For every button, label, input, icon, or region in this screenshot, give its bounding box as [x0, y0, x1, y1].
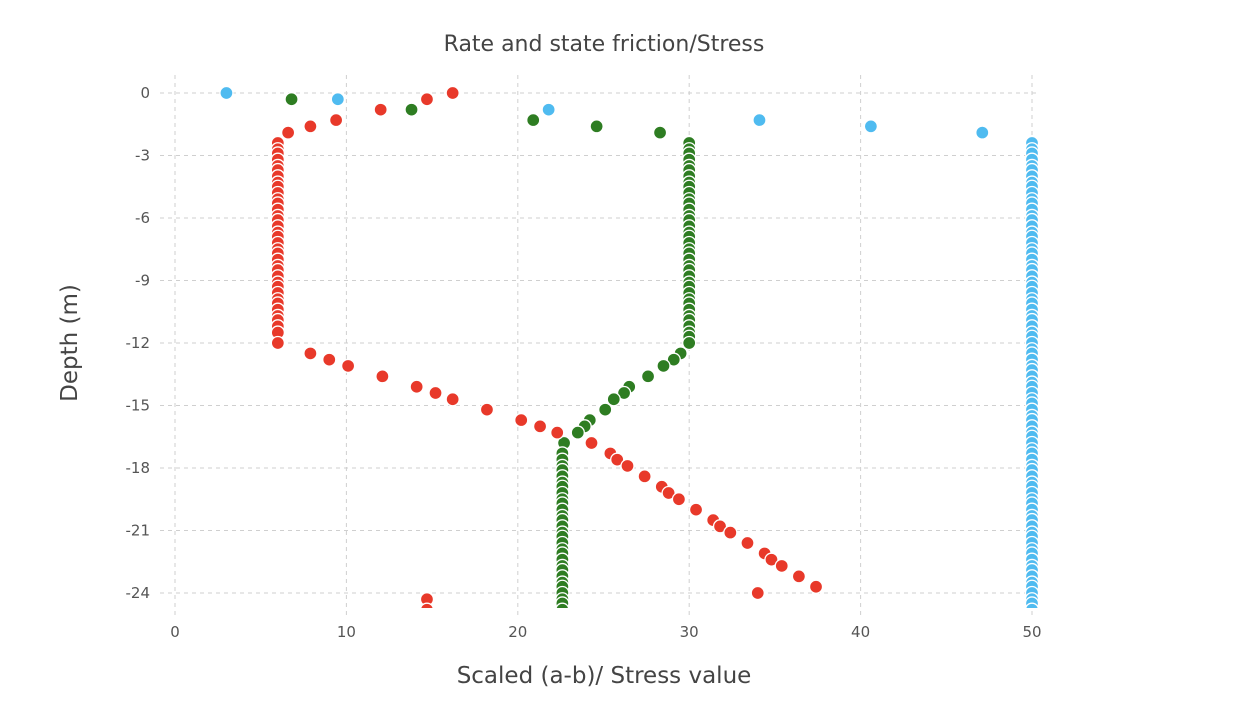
data-point-red[interactable] — [661, 485, 676, 501]
data-point-red[interactable] — [428, 385, 443, 401]
data-point-red[interactable] — [445, 85, 460, 101]
data-point-blue[interactable] — [975, 125, 990, 140]
y-tick-label: 0 — [140, 84, 150, 102]
data-point-blue[interactable] — [219, 85, 234, 101]
data-point-red[interactable] — [764, 552, 779, 567]
y-tick-label: -3 — [135, 147, 150, 165]
data-point-red[interactable] — [373, 102, 388, 117]
series-green — [284, 92, 697, 616]
data-point-red[interactable] — [712, 519, 728, 534]
data-point-red[interactable] — [637, 469, 652, 484]
y-tick-label: -18 — [126, 459, 151, 477]
y-axis-ticks: 0 -3 -6 -9 -12 -15 -18 -21 -24 — [126, 84, 151, 602]
data-point-green[interactable] — [616, 385, 632, 401]
y-tick-label: -24 — [126, 584, 151, 602]
data-point-red[interactable] — [791, 569, 807, 584]
data-point-green[interactable] — [656, 358, 671, 374]
data-point-green[interactable] — [284, 92, 299, 107]
data-point-red[interactable] — [445, 392, 460, 407]
data-point-red[interactable] — [610, 452, 625, 467]
data-point-red[interactable] — [620, 458, 635, 474]
data-point-green[interactable] — [652, 125, 668, 140]
data-point-red[interactable] — [419, 92, 435, 107]
data-point-red[interactable] — [550, 425, 565, 440]
x-tick-label: 30 — [680, 623, 699, 641]
x-tick-label: 0 — [170, 623, 180, 641]
data-point-red[interactable] — [303, 119, 318, 134]
data-point-red[interactable] — [671, 492, 687, 507]
y-tick-label: -6 — [135, 209, 150, 227]
data-point-green[interactable] — [526, 112, 541, 128]
data-point-red[interactable] — [409, 379, 424, 394]
data-point-red[interactable] — [328, 112, 344, 128]
data-points — [219, 85, 1040, 616]
y-tick-label: -12 — [126, 334, 151, 352]
data-point-red[interactable] — [584, 435, 599, 451]
y-tick-label: -15 — [126, 397, 151, 415]
data-point-blue[interactable] — [752, 112, 767, 128]
data-point-green[interactable] — [404, 102, 419, 117]
x-axis-ticks: 0 10 20 30 40 50 — [170, 623, 1041, 641]
data-point-red[interactable] — [808, 579, 824, 594]
data-point-red[interactable] — [750, 585, 765, 601]
data-point-red[interactable] — [774, 558, 789, 574]
y-tick-label: -21 — [126, 522, 151, 540]
series-red — [270, 85, 824, 616]
data-point-red[interactable] — [740, 535, 755, 551]
data-point-green[interactable] — [666, 352, 681, 367]
data-point-blue[interactable] — [330, 92, 345, 107]
data-point-green[interactable] — [589, 119, 604, 134]
data-point-blue[interactable] — [541, 102, 556, 117]
data-point-red[interactable] — [322, 352, 337, 367]
data-point-red[interactable] — [375, 369, 390, 384]
data-point-red[interactable] — [688, 502, 704, 517]
data-point-red[interactable] — [723, 525, 738, 540]
data-point-green[interactable] — [555, 602, 570, 616]
y-tick-label: -9 — [135, 272, 150, 290]
data-point-green[interactable] — [640, 369, 656, 384]
x-tick-label: 50 — [1022, 623, 1041, 641]
data-point-red[interactable] — [303, 346, 318, 361]
data-point-red[interactable] — [532, 419, 548, 434]
data-point-red[interactable] — [340, 358, 356, 374]
grid — [160, 75, 1040, 617]
data-point-blue[interactable] — [1025, 602, 1039, 616]
data-point-green[interactable] — [570, 425, 585, 440]
data-point-green[interactable] — [606, 392, 621, 407]
data-point-blue[interactable] — [863, 119, 879, 134]
data-point-red[interactable] — [420, 602, 434, 616]
data-point-red[interactable] — [280, 125, 296, 140]
data-point-red[interactable] — [514, 412, 529, 428]
x-tick-label: 10 — [337, 623, 356, 641]
data-point-red[interactable] — [270, 335, 285, 351]
data-point-red[interactable] — [479, 402, 495, 417]
x-axis-label: Scaled (a-b)/ Stress value — [457, 663, 752, 689]
x-tick-label: 20 — [508, 623, 527, 641]
data-point-green[interactable] — [682, 335, 697, 351]
y-axis-label: Depth (m) — [57, 284, 83, 402]
x-tick-label: 40 — [851, 623, 870, 641]
data-point-green[interactable] — [598, 402, 613, 417]
chart-title: Rate and state friction/Stress — [444, 32, 765, 57]
series-blue — [219, 85, 1040, 616]
